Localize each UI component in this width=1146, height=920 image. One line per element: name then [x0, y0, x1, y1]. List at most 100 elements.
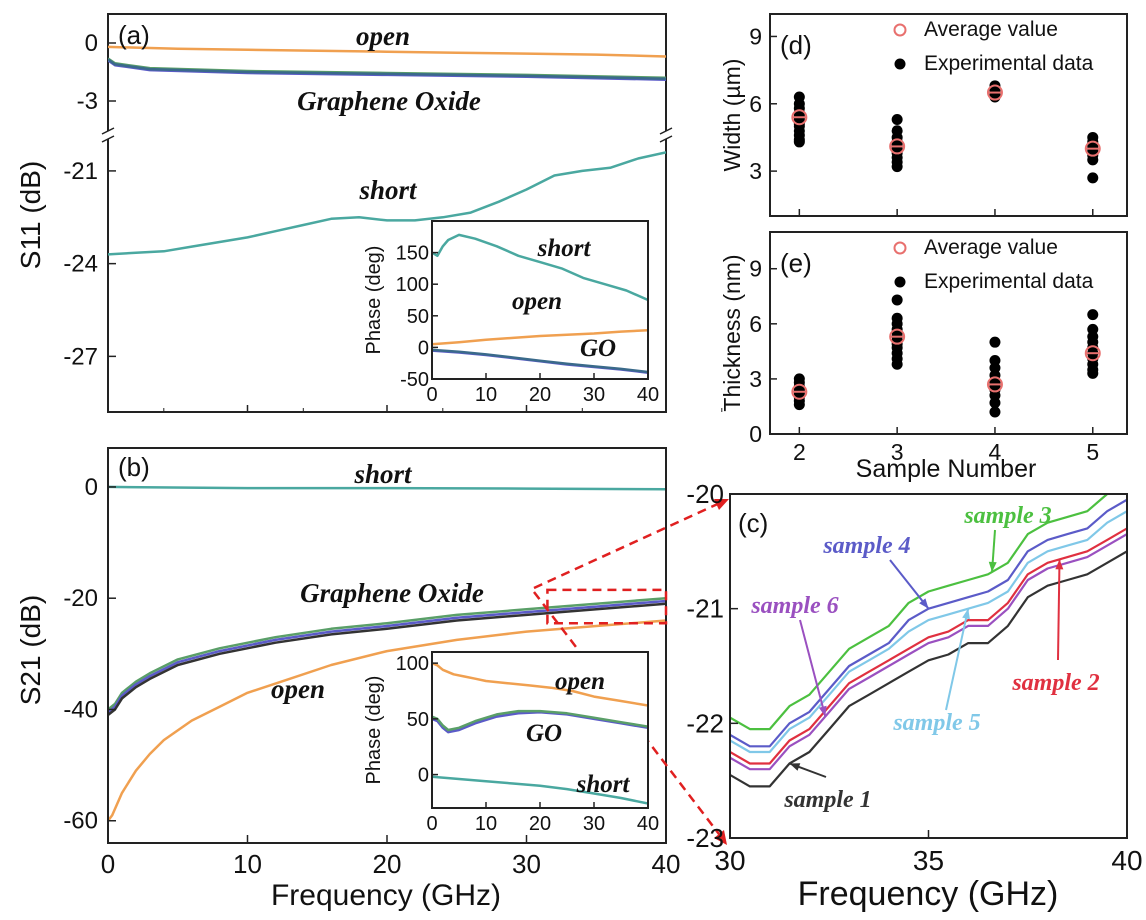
inset-a-line-short [432, 233, 648, 302]
inset-a-line-open [432, 329, 648, 346]
inset-a-x-tick-label: 20 [529, 384, 551, 406]
panel-d-y-tick-label: 6 [749, 91, 762, 117]
panel-a-line-short [108, 151, 666, 256]
panel-e-data-point [989, 336, 1001, 348]
panel-b-y-tick-label: 0 [85, 474, 98, 501]
panel-c-x-tick-label: 40 [1111, 845, 1142, 876]
panel-a-line-go [108, 58, 666, 81]
panel-e-x-tick-label: 2 [793, 439, 806, 465]
panel-b-y-axis-label: S21 (dB) [15, 595, 46, 706]
zoom-rectangle [546, 588, 668, 625]
panel-a-y-tick-label: -3 [77, 88, 98, 115]
panel-b-x-tick-label: 30 [512, 849, 541, 879]
panel-d-y-tick-label: 9 [749, 23, 762, 49]
panel-d-data-point [793, 136, 805, 148]
panel-c-line-sample-3 [730, 494, 1110, 731]
panel-c-leader-sample-6 [799, 619, 827, 717]
panel-e-x-tick-label: 5 [1086, 439, 1099, 465]
panel-b-x-tick-label: 0 [101, 849, 115, 879]
panel-d-y-tick-label: 3 [749, 158, 762, 184]
panel-b-label: (b) [118, 452, 150, 482]
panel-a-y-tick-label: -24 [63, 251, 98, 278]
inset-a-y-axis-label: Phase (deg) [363, 246, 385, 355]
panel-c-leader-head [1055, 559, 1064, 570]
panel-e-frame [769, 231, 1128, 435]
panel-b-y-tick-label: -40 [63, 696, 98, 723]
panel-b-y-tick-label: -60 [63, 808, 98, 835]
panel-a-break-gap-left [100, 131, 116, 139]
panel-a-y-tick-label: -27 [63, 343, 98, 370]
panel-a-break-gap-right [658, 131, 674, 139]
panel-e-legend-experimental-symbol [894, 276, 906, 288]
inset-a-x-tick-label: 0 [426, 384, 437, 406]
panel-c-leader-head [962, 608, 970, 620]
inset-a-annotation-short: short [537, 235, 592, 262]
inset-a-x-tick-label: 30 [583, 384, 605, 406]
panel-e-legend-average-label: Average value [924, 236, 1058, 259]
panel-a-annotation-go: Graphene Oxide [297, 86, 481, 116]
panel-e-y-tick-label: 9 [749, 256, 762, 282]
panel-a-label: (a) [118, 20, 150, 50]
inset-a-y-tick-label: 0 [418, 337, 429, 359]
panel-c-annotation-sample-3: sample 3 [963, 503, 1051, 529]
panel-a-line-open [108, 45, 666, 58]
inset-b-x-tick-label: 0 [426, 813, 437, 835]
panel-e-y-tick-label: 3 [749, 366, 762, 392]
panel-b-line-short [108, 485, 666, 491]
inset-b-annotation-go: GO [526, 720, 562, 747]
panel-c-x-tick-label: 30 [714, 845, 745, 876]
panel-c-line-sample-2 [730, 527, 1127, 765]
panel-e-data-point [793, 399, 805, 411]
inset-b-line-open [432, 661, 648, 707]
inset-b-annotation-short: short [576, 771, 631, 798]
inset-b-x-tick-label: 40 [637, 813, 659, 835]
panel-d-legend-average-label: Average value [924, 18, 1058, 41]
panel-c-leader-sample-4 [889, 559, 930, 610]
panel-d-data-point [891, 113, 903, 125]
panel-c-label: (c) [738, 508, 768, 538]
panel-c-annotation-sample-6: sample 6 [750, 593, 838, 619]
panel-c-line-sample-5 [730, 510, 1127, 754]
panel-b-x-tick-label: 40 [652, 849, 681, 879]
panel-b-line-go [108, 596, 666, 711]
panel-e-data-point [891, 358, 903, 370]
inset-b-y-axis-label: Phase (deg) [363, 676, 385, 785]
panel-c-x-axis-label: Frequency (GHz) [798, 875, 1059, 913]
inset-b-x-tick-label: 10 [475, 813, 497, 835]
panel-d-legend-experimental-label: Experimental data [924, 52, 1094, 75]
panel-c-annotation-sample-5: sample 5 [892, 710, 980, 736]
inset-b-x-tick-label: 20 [529, 813, 551, 835]
panel-c-leader-head [988, 561, 997, 572]
zoom-arrow-lower-head [714, 830, 727, 845]
panel-d-legend-experimental-symbol [894, 58, 906, 70]
panel-c-leader-sample-2 [1057, 559, 1061, 661]
panel-c-y-tick-label: -21 [686, 594, 724, 624]
panel-a-break-mark-left [101, 135, 115, 143]
inset-a-y-tick-label: 100 [396, 274, 429, 296]
panel-a-y-tick-label: 0 [85, 30, 98, 57]
inset-a-annotation-open: open [512, 288, 562, 315]
panel-d-legend-average-symbol [893, 23, 907, 37]
inset-a-line-go2 [432, 348, 648, 374]
inset-a-y-tick-label: -50 [400, 369, 429, 391]
panel-c-annotation-sample-2: sample 2 [1011, 670, 1099, 696]
panel-c-leader-head [919, 598, 929, 609]
panel-d-data-point [891, 161, 903, 173]
panel-e-y-tick-label: 6 [749, 311, 762, 337]
panel-e-legend-experimental-label: Experimental data [924, 270, 1094, 293]
inset-b-y-tick-label: 0 [418, 765, 429, 787]
panel-d-frame [769, 13, 1128, 217]
panel-e-y-tick-label: 0 [749, 421, 762, 447]
inset-b-line-short [432, 775, 648, 805]
panel-e-x-axis-label: Sample Number [856, 455, 1037, 483]
panel-e-x-tick-label: 3 [891, 439, 904, 465]
panel-b-y-tick-label: -20 [63, 585, 98, 612]
panel-c-annotation-sample-1: sample 1 [783, 787, 871, 813]
panel-c-x-tick-label: 35 [913, 845, 944, 876]
inset-a-x-tick-label: 10 [475, 384, 497, 406]
inset-b-line-go2 [432, 709, 648, 732]
panel-c-line-sample-1 [730, 550, 1127, 788]
panel-e-data-point [989, 406, 1001, 418]
panel-b-annotation-open: open [271, 674, 325, 704]
